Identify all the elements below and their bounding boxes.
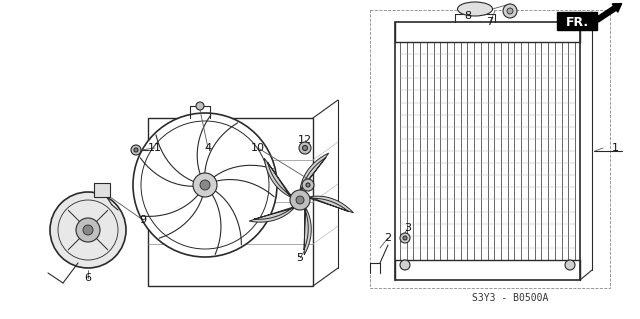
Circle shape bbox=[131, 145, 141, 155]
Circle shape bbox=[83, 225, 93, 235]
Circle shape bbox=[76, 218, 100, 242]
Circle shape bbox=[193, 173, 217, 197]
Circle shape bbox=[302, 179, 314, 191]
Circle shape bbox=[306, 183, 310, 187]
Text: 7: 7 bbox=[486, 17, 493, 27]
Circle shape bbox=[303, 145, 307, 151]
Text: S3Y3 - B0500A: S3Y3 - B0500A bbox=[472, 293, 548, 303]
Circle shape bbox=[507, 8, 513, 14]
Bar bbox=[395, 22, 580, 280]
FancyBboxPatch shape bbox=[557, 12, 597, 30]
Circle shape bbox=[296, 196, 304, 204]
Polygon shape bbox=[249, 207, 294, 222]
Text: 5: 5 bbox=[296, 253, 303, 263]
Text: 11: 11 bbox=[148, 143, 162, 153]
Circle shape bbox=[196, 102, 204, 110]
Text: 6: 6 bbox=[84, 273, 92, 283]
Circle shape bbox=[200, 180, 210, 190]
Polygon shape bbox=[300, 153, 329, 190]
Text: 12: 12 bbox=[298, 135, 312, 145]
Polygon shape bbox=[264, 158, 291, 197]
Bar bbox=[148, 118, 313, 286]
Circle shape bbox=[565, 260, 575, 270]
Circle shape bbox=[134, 148, 138, 152]
Polygon shape bbox=[310, 196, 353, 213]
Text: 3: 3 bbox=[404, 223, 412, 233]
Circle shape bbox=[133, 113, 277, 257]
FancyArrow shape bbox=[596, 4, 621, 22]
Text: 1: 1 bbox=[611, 143, 618, 153]
Text: FR.: FR. bbox=[565, 16, 589, 28]
Circle shape bbox=[503, 4, 517, 18]
Bar bbox=[94, 183, 110, 197]
Circle shape bbox=[50, 192, 126, 268]
Polygon shape bbox=[304, 208, 311, 255]
Text: 4: 4 bbox=[204, 143, 212, 153]
Circle shape bbox=[400, 260, 410, 270]
Ellipse shape bbox=[458, 2, 493, 16]
Circle shape bbox=[403, 236, 407, 240]
Circle shape bbox=[400, 233, 410, 243]
Text: 10: 10 bbox=[251, 143, 265, 153]
Text: 8: 8 bbox=[465, 11, 472, 21]
Circle shape bbox=[290, 190, 310, 210]
Text: 9: 9 bbox=[140, 215, 147, 225]
Circle shape bbox=[299, 142, 311, 154]
Text: 2: 2 bbox=[385, 233, 392, 243]
